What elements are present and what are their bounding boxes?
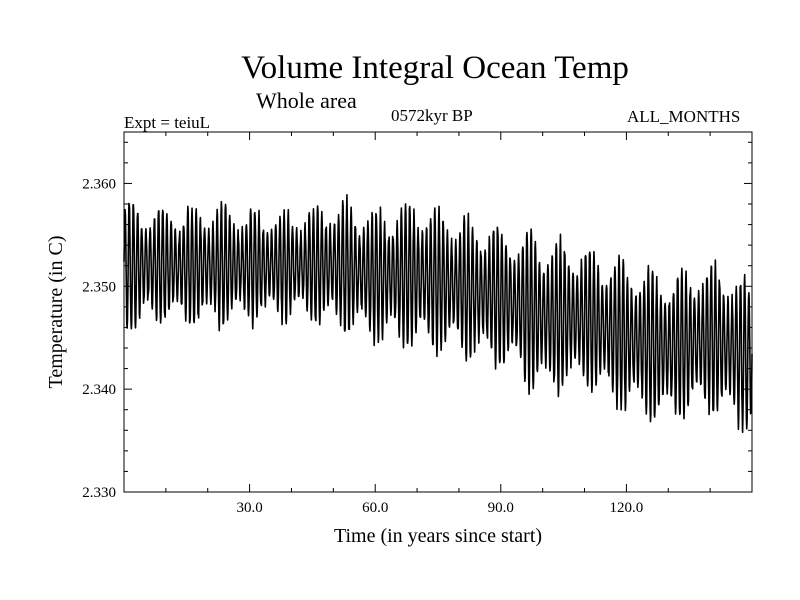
series-line xyxy=(123,193,753,434)
x-axis-label: Time (in years since start) xyxy=(334,525,542,547)
x-tick-label: 120.0 xyxy=(610,500,644,516)
y-tick-label: 2.330 xyxy=(82,485,116,501)
series-layer xyxy=(123,193,753,434)
plot-frame xyxy=(123,131,753,493)
chart-title: Volume Integral Ocean Temp xyxy=(241,50,629,86)
y-tick-label: 2.360 xyxy=(82,176,116,192)
chart-subtitle: Whole area xyxy=(256,88,357,113)
y-tick-label: 2.340 xyxy=(82,382,116,398)
y-axis-label: Temperature (in C) xyxy=(45,236,67,389)
ticks-layer: 30.0 60.0 90.0 120.0 2.330 2.340 2.350 2.360 xyxy=(82,132,752,516)
x-tick-label: 60.0 xyxy=(362,500,388,516)
period-label: 0572kyr BP xyxy=(391,106,473,125)
y-tick-label: 2.350 xyxy=(82,279,116,295)
x-tick-label: 30.0 xyxy=(236,500,262,516)
x-tick-label: 90.0 xyxy=(488,500,514,516)
experiment-label: Expt = teiuL xyxy=(124,113,211,132)
months-label: ALL_MONTHS xyxy=(627,107,741,126)
